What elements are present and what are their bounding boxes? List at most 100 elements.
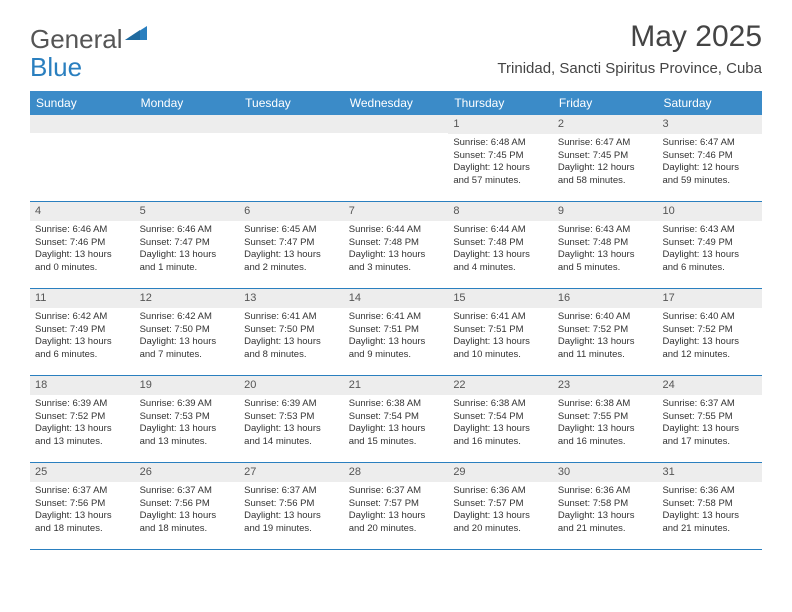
title-area: May 2025 Trinidad, Sancti Spiritus Provi…	[497, 20, 762, 77]
day-body: Sunrise: 6:42 AMSunset: 7:50 PMDaylight:…	[135, 308, 240, 366]
day-body: Sunrise: 6:37 AMSunset: 7:55 PMDaylight:…	[657, 395, 762, 453]
day-number: 31	[657, 463, 762, 482]
day-cell: 17Sunrise: 6:40 AMSunset: 7:52 PMDayligh…	[657, 289, 762, 375]
location-text: Trinidad, Sancti Spiritus Province, Cuba	[497, 60, 762, 77]
day-line-d2: and 19 minutes.	[244, 523, 339, 536]
day-number: 22	[448, 376, 553, 395]
day-line-d1: Daylight: 12 hours	[558, 162, 653, 175]
day-line-d1: Daylight: 13 hours	[558, 423, 653, 436]
day-line-sr: Sunrise: 6:37 AM	[244, 485, 339, 498]
logo-text-blue: Blue	[30, 52, 82, 83]
day-body: Sunrise: 6:46 AMSunset: 7:46 PMDaylight:…	[30, 221, 135, 279]
day-body: Sunrise: 6:37 AMSunset: 7:56 PMDaylight:…	[30, 482, 135, 540]
day-body: Sunrise: 6:36 AMSunset: 7:58 PMDaylight:…	[657, 482, 762, 540]
day-line-sr: Sunrise: 6:48 AM	[453, 137, 548, 150]
day-line-ss: Sunset: 7:48 PM	[349, 237, 444, 250]
day-line-d2: and 18 minutes.	[35, 523, 130, 536]
week-row: 18Sunrise: 6:39 AMSunset: 7:52 PMDayligh…	[30, 376, 762, 463]
day-line-ss: Sunset: 7:54 PM	[349, 411, 444, 424]
day-number: 2	[553, 115, 658, 134]
day-line-ss: Sunset: 7:55 PM	[558, 411, 653, 424]
day-number: 12	[135, 289, 240, 308]
day-line-sr: Sunrise: 6:37 AM	[662, 398, 757, 411]
week-row: 11Sunrise: 6:42 AMSunset: 7:49 PMDayligh…	[30, 289, 762, 376]
day-line-ss: Sunset: 7:52 PM	[35, 411, 130, 424]
weeks-container: 1Sunrise: 6:48 AMSunset: 7:45 PMDaylight…	[30, 115, 762, 550]
day-line-sr: Sunrise: 6:41 AM	[244, 311, 339, 324]
day-line-d1: Daylight: 13 hours	[453, 510, 548, 523]
day-cell: 23Sunrise: 6:38 AMSunset: 7:55 PMDayligh…	[553, 376, 658, 462]
day-cell: 9Sunrise: 6:43 AMSunset: 7:48 PMDaylight…	[553, 202, 658, 288]
day-line-ss: Sunset: 7:48 PM	[453, 237, 548, 250]
day-line-d2: and 58 minutes.	[558, 175, 653, 188]
day-line-d2: and 6 minutes.	[662, 262, 757, 275]
day-cell: 20Sunrise: 6:39 AMSunset: 7:53 PMDayligh…	[239, 376, 344, 462]
day-number: 15	[448, 289, 553, 308]
day-line-ss: Sunset: 7:52 PM	[558, 324, 653, 337]
day-body: Sunrise: 6:41 AMSunset: 7:50 PMDaylight:…	[239, 308, 344, 366]
day-line-d2: and 3 minutes.	[349, 262, 444, 275]
day-line-d2: and 9 minutes.	[349, 349, 444, 362]
day-cell: 15Sunrise: 6:41 AMSunset: 7:51 PMDayligh…	[448, 289, 553, 375]
weekday-sunday: Sunday	[30, 91, 135, 115]
day-line-d1: Daylight: 13 hours	[35, 423, 130, 436]
day-body: Sunrise: 6:38 AMSunset: 7:55 PMDaylight:…	[553, 395, 658, 453]
day-cell: 2Sunrise: 6:47 AMSunset: 7:45 PMDaylight…	[553, 115, 658, 201]
day-body: Sunrise: 6:41 AMSunset: 7:51 PMDaylight:…	[344, 308, 449, 366]
day-line-d2: and 0 minutes.	[35, 262, 130, 275]
week-row: 25Sunrise: 6:37 AMSunset: 7:56 PMDayligh…	[30, 463, 762, 550]
day-body: Sunrise: 6:41 AMSunset: 7:51 PMDaylight:…	[448, 308, 553, 366]
day-line-d1: Daylight: 13 hours	[453, 336, 548, 349]
day-body: Sunrise: 6:36 AMSunset: 7:57 PMDaylight:…	[448, 482, 553, 540]
day-line-d1: Daylight: 12 hours	[662, 162, 757, 175]
day-line-d1: Daylight: 13 hours	[140, 510, 235, 523]
day-body: Sunrise: 6:38 AMSunset: 7:54 PMDaylight:…	[448, 395, 553, 453]
day-body: Sunrise: 6:43 AMSunset: 7:49 PMDaylight:…	[657, 221, 762, 279]
day-number: 30	[553, 463, 658, 482]
day-line-ss: Sunset: 7:54 PM	[453, 411, 548, 424]
day-number: 10	[657, 202, 762, 221]
day-number: 3	[657, 115, 762, 134]
day-number: 4	[30, 202, 135, 221]
day-line-ss: Sunset: 7:50 PM	[244, 324, 339, 337]
day-line-sr: Sunrise: 6:43 AM	[558, 224, 653, 237]
day-line-sr: Sunrise: 6:36 AM	[558, 485, 653, 498]
day-number: 21	[344, 376, 449, 395]
day-cell: 13Sunrise: 6:41 AMSunset: 7:50 PMDayligh…	[239, 289, 344, 375]
day-line-sr: Sunrise: 6:38 AM	[453, 398, 548, 411]
day-line-ss: Sunset: 7:56 PM	[244, 498, 339, 511]
day-line-ss: Sunset: 7:55 PM	[662, 411, 757, 424]
week-row: 1Sunrise: 6:48 AMSunset: 7:45 PMDaylight…	[30, 115, 762, 202]
day-body: Sunrise: 6:45 AMSunset: 7:47 PMDaylight:…	[239, 221, 344, 279]
day-cell: 22Sunrise: 6:38 AMSunset: 7:54 PMDayligh…	[448, 376, 553, 462]
day-line-d1: Daylight: 13 hours	[662, 423, 757, 436]
day-number: 17	[657, 289, 762, 308]
day-line-d1: Daylight: 13 hours	[140, 249, 235, 262]
day-cell: 27Sunrise: 6:37 AMSunset: 7:56 PMDayligh…	[239, 463, 344, 549]
calendar: SundayMondayTuesdayWednesdayThursdayFrid…	[30, 91, 762, 550]
day-line-d2: and 18 minutes.	[140, 523, 235, 536]
day-number: 18	[30, 376, 135, 395]
day-line-ss: Sunset: 7:45 PM	[558, 150, 653, 163]
day-number: 16	[553, 289, 658, 308]
day-cell: 3Sunrise: 6:47 AMSunset: 7:46 PMDaylight…	[657, 115, 762, 201]
day-line-d2: and 11 minutes.	[558, 349, 653, 362]
day-cell	[239, 115, 344, 201]
day-line-ss: Sunset: 7:51 PM	[453, 324, 548, 337]
day-cell: 21Sunrise: 6:38 AMSunset: 7:54 PMDayligh…	[344, 376, 449, 462]
weekday-wednesday: Wednesday	[344, 91, 449, 115]
day-cell: 28Sunrise: 6:37 AMSunset: 7:57 PMDayligh…	[344, 463, 449, 549]
day-line-d1: Daylight: 13 hours	[558, 510, 653, 523]
day-line-d2: and 59 minutes.	[662, 175, 757, 188]
day-cell	[135, 115, 240, 201]
weekday-friday: Friday	[553, 91, 658, 115]
day-number: 24	[657, 376, 762, 395]
day-line-ss: Sunset: 7:53 PM	[244, 411, 339, 424]
day-line-d2: and 17 minutes.	[662, 436, 757, 449]
day-number: 13	[239, 289, 344, 308]
day-line-ss: Sunset: 7:45 PM	[453, 150, 548, 163]
header: General May 2025 Trinidad, Sancti Spirit…	[0, 0, 792, 85]
day-line-d1: Daylight: 13 hours	[662, 249, 757, 262]
day-line-sr: Sunrise: 6:38 AM	[349, 398, 444, 411]
day-body: Sunrise: 6:46 AMSunset: 7:47 PMDaylight:…	[135, 221, 240, 279]
